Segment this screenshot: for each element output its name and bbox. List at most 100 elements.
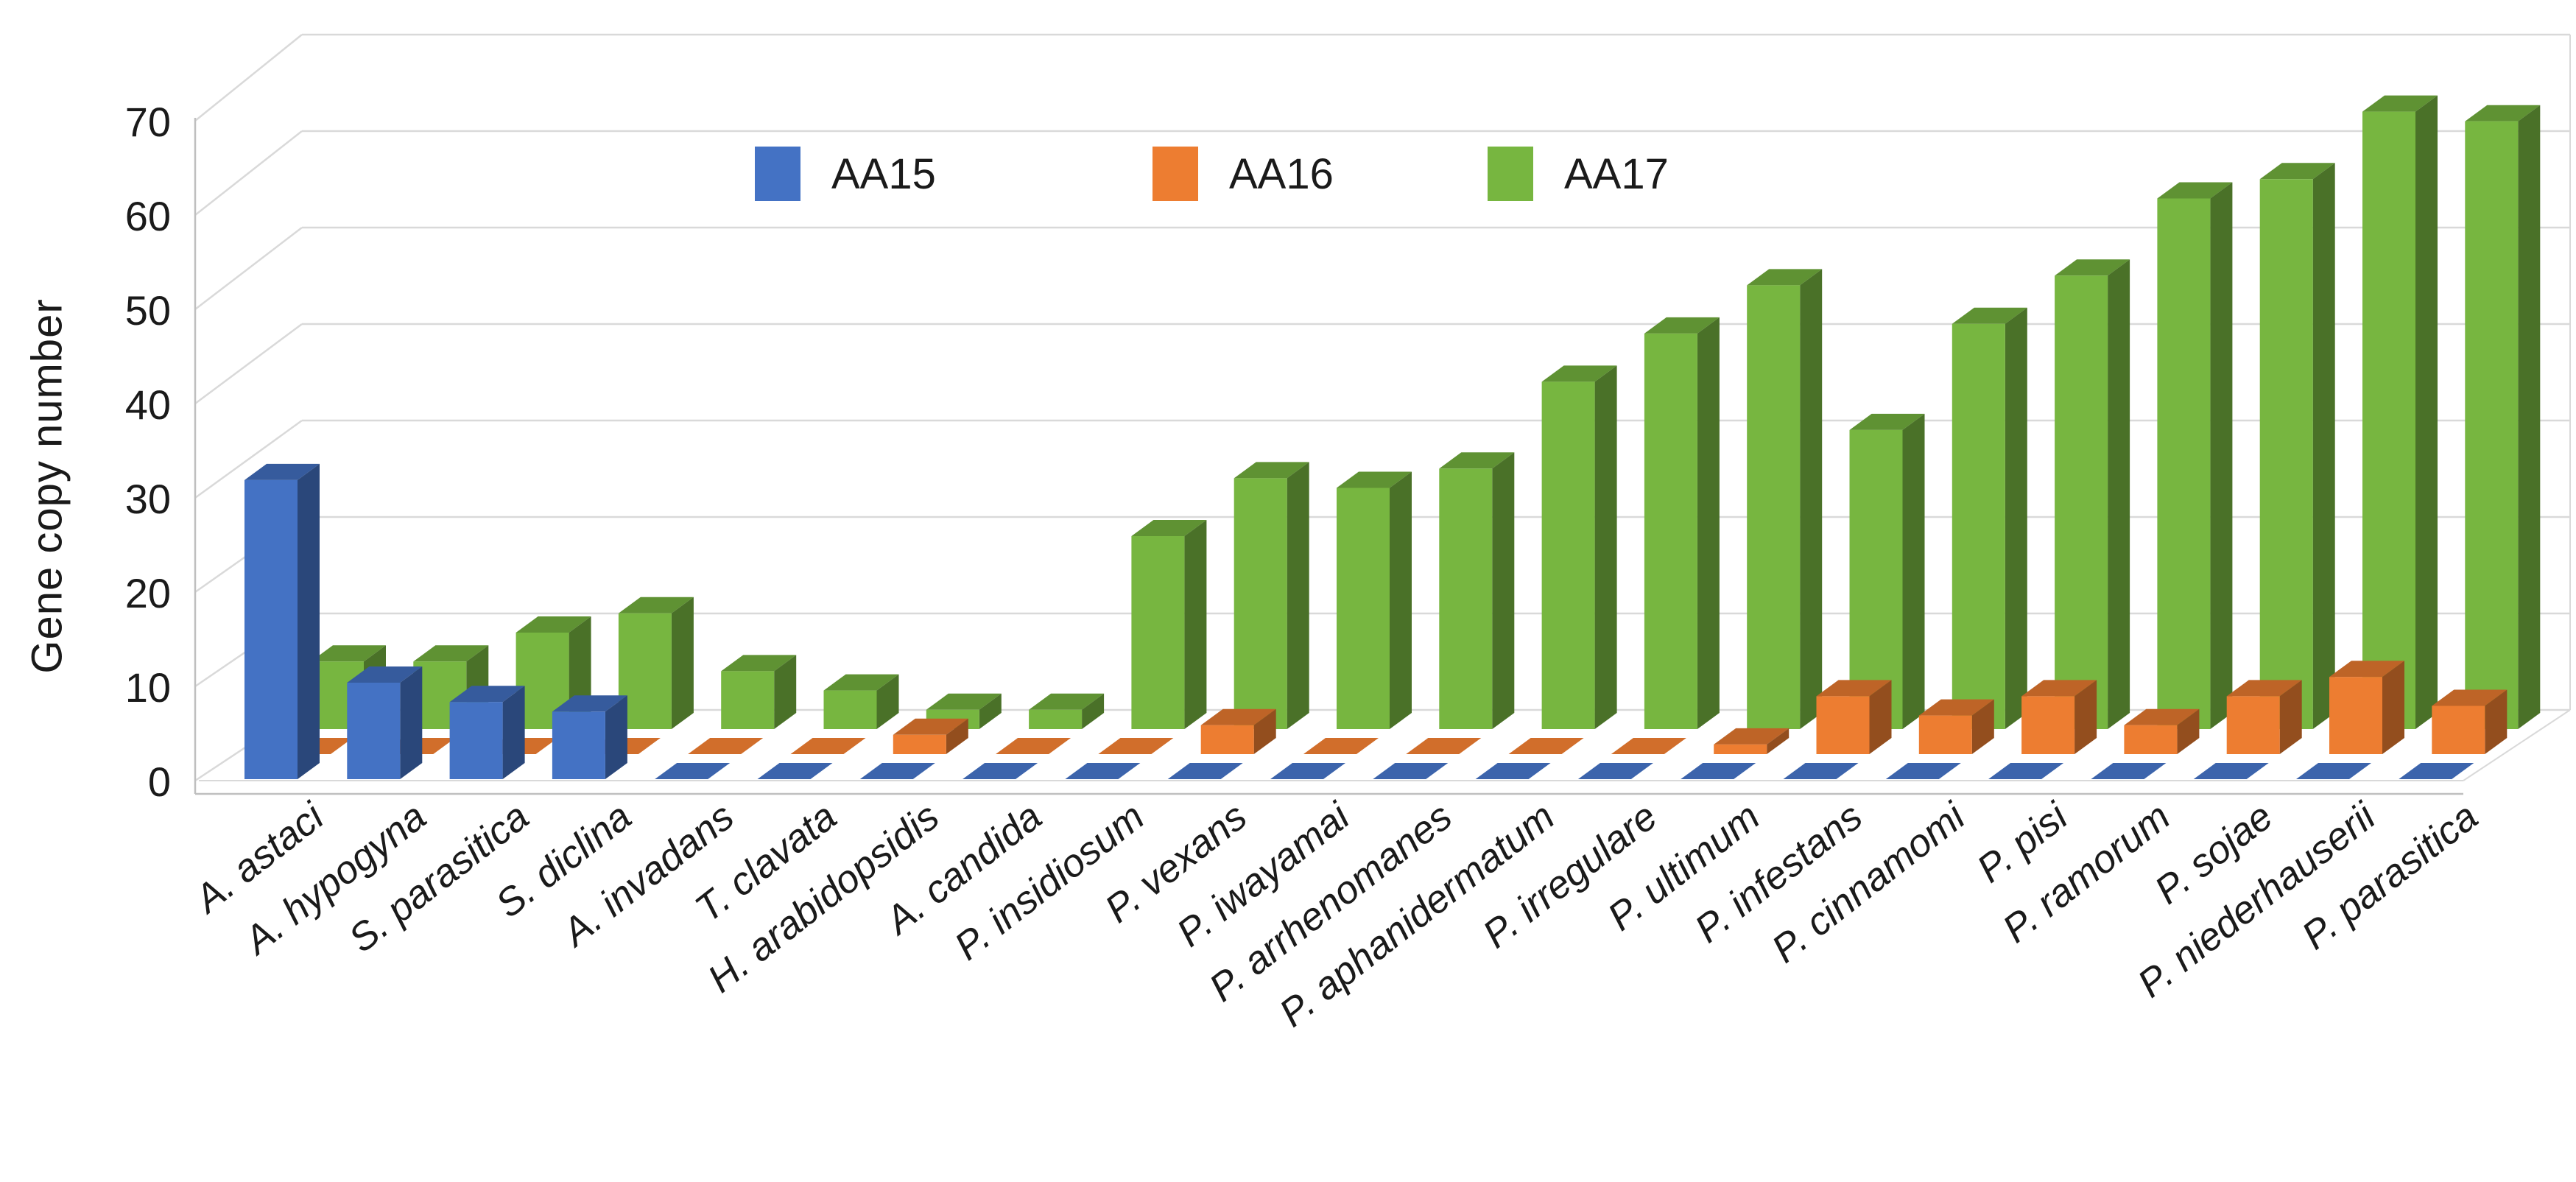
aa17-bar-a-candida-side [1082, 693, 1105, 729]
aa15-bar-p-vexans-zero [1167, 763, 1243, 779]
aa17-bar-a-candida-top [1029, 693, 1105, 710]
y-tick-label-70: 70 [125, 99, 171, 145]
aa17-bar-p-aphanidermatum-side [1594, 365, 1617, 729]
aa17-bar-p-infestans [1849, 429, 1903, 729]
x-axis-label-p-parasitica: P. parasitica [2294, 795, 2486, 958]
aa15-bar-p-iwayamai-zero [1270, 763, 1345, 779]
aa16-bar-p-irregulare-zero [1611, 738, 1686, 754]
aa17-bar-p-ultimum [1747, 285, 1801, 729]
aa17-bar-p-parasitica [2465, 121, 2519, 729]
aa17-bar-p-ultimum-top [1747, 269, 1823, 286]
aa15-bar-a-astaci [244, 479, 298, 779]
aa16-bar-p-insidiosum-zero [1098, 738, 1174, 754]
aa16-bar-p-parasitica-top [2432, 689, 2508, 706]
aa15-bar-p-niederhauserii-zero [2296, 763, 2371, 779]
aa16-bar-p-cinnamomi [1918, 715, 1972, 754]
aa17-bar-p-vexans-top [1234, 462, 1309, 479]
aa16-bar-p-vexans-side [1253, 708, 1276, 754]
y-tick-label-40: 40 [125, 381, 171, 428]
aa16-bar-p-cinnamomi-top [1918, 699, 1994, 716]
aa15-bar-a-hypogyna-top [347, 666, 423, 683]
aa16-bar-p-cinnamomi-side [1971, 699, 1994, 754]
aa15-bar-p-cinnamomi-zero [1885, 763, 1961, 779]
aa16-bar-p-parasitica [2432, 706, 2485, 754]
y-tick-label-50: 50 [125, 287, 171, 334]
legend-item-aa17: AA17 [1488, 144, 1669, 203]
aa17-bar-p-cinnamomi [1952, 323, 2005, 729]
y-tick-label-0: 0 [148, 759, 171, 805]
left-wall-gridline-60 [194, 130, 303, 216]
aa16-bar-p-iwayamai-zero [1303, 738, 1379, 754]
aa16-bar-p-ramorum [2124, 725, 2178, 754]
aa17-bar-p-parasitica-top [2465, 105, 2541, 122]
aa16-bar-a-candida-zero [996, 738, 1071, 754]
aa17-bar-p-pisi [2055, 275, 2108, 729]
aa15-bar-t-clavata-zero [757, 763, 833, 779]
aa16-bar-p-ultimum-side [1767, 728, 1790, 754]
aa15-bar-p-arrhenomanes-zero [1373, 763, 1449, 779]
aa17-bar-p-sojae-top [2259, 163, 2335, 180]
aa17-bar-h-arabidopsidis-top [926, 693, 1002, 710]
aa15-bar-p-sojae-zero [2193, 763, 2269, 779]
floor-right-edge [2463, 709, 2571, 781]
aa17-bar-p-infestans-side [1902, 413, 1925, 729]
aa16-bar-p-ultimum [1714, 744, 1767, 754]
aa16-bar-p-arrhenomanes-zero [1406, 738, 1482, 754]
aa16-bar-p-sojae-top [2226, 680, 2302, 697]
aa16-bar-p-pisi [2021, 696, 2075, 754]
aa17-bar-p-ramorum-top [2157, 182, 2233, 199]
aa16-bar-p-sojae [2226, 696, 2280, 754]
aa17-bar-a-astaci-top [311, 645, 386, 662]
aa17-bar-h-arabidopsidis-side [979, 693, 1002, 729]
aa16-bar-a-invadans-zero [688, 738, 764, 754]
aa16-bar-p-parasitica-side [2485, 689, 2508, 754]
aa17-bar-p-arrhenomanes-side [1492, 452, 1515, 729]
aa17-bar-p-ramorum-side [2210, 182, 2233, 729]
aa17-bar-p-parasitica-side [2518, 105, 2541, 729]
aa17-bar-a-candida [1029, 709, 1083, 729]
aa16-bar-p-niederhauserii-side [2382, 661, 2404, 754]
aa15-bar-p-irregulare-zero [1577, 763, 1653, 779]
y-tick-label-20: 20 [125, 570, 171, 616]
aa15-bar-s-diclina [552, 711, 605, 779]
aa15-bar-s-parasitica [449, 702, 503, 779]
aa16-bar-p-ultimum-top [1714, 728, 1790, 745]
aa15-bar-a-astaci-side [298, 463, 320, 779]
aa17-bar-p-irregulare-top [1644, 317, 1720, 334]
aa17-swatch-icon [1488, 147, 1533, 201]
aa17-bar-p-niederhauserii-top [2362, 95, 2438, 112]
aa17-bar-p-ramorum [2157, 198, 2211, 729]
aa16-swatch-icon [1152, 147, 1198, 201]
y-axis-title: Gene copy number [23, 298, 71, 674]
aa15-bar-s-diclina-side [605, 695, 627, 779]
aa17-bar-p-vexans-side [1287, 462, 1309, 729]
aa17-bar-s-parasitica-top [515, 616, 591, 633]
aa15-bar-s-parasitica-top [449, 686, 525, 703]
legend-item-aa15: AA15 [755, 144, 936, 203]
aa17-bar-p-arrhenomanes [1439, 468, 1493, 729]
legend-item-aa16: AA16 [1152, 144, 1334, 203]
aa17-bar-p-sojae [2259, 179, 2313, 730]
aa17-bar-t-clavata [823, 690, 877, 729]
aa17-bar-p-iwayamai [1337, 488, 1390, 729]
left-wall-gridline-70 [194, 34, 303, 122]
y-tick-label-30: 30 [125, 476, 171, 522]
aa15-bar-p-ramorum-zero [2091, 763, 2167, 779]
aa17-bar-p-insidiosum-side [1184, 520, 1207, 729]
y-tick-label-10: 10 [125, 664, 171, 711]
aa16-bar-p-infestans-side [1869, 680, 1892, 754]
left-wall-gridline-50 [194, 227, 303, 310]
aa17-bar-p-aphanidermatum-top [1541, 365, 1617, 382]
aa15-bar-a-hypogyna [347, 683, 401, 779]
aa17-bar-a-hypogyna-top [413, 645, 489, 662]
aa17-bar-s-diclina-side [671, 597, 694, 729]
aa17-bar-p-iwayamai-side [1390, 471, 1412, 729]
aa15-bar-a-invadans-zero [655, 763, 731, 779]
aa15-bar-a-hypogyna-side [400, 666, 423, 779]
aa17-bar-p-vexans [1234, 478, 1287, 729]
aa17-bar-a-invadans-side [774, 655, 797, 729]
y-tick-label-60: 60 [125, 193, 171, 239]
aa16-bar-p-ramorum-side [2177, 708, 2200, 754]
aa15-swatch-icon [755, 147, 800, 201]
aa15-bar-h-arabidopsidis-zero [859, 763, 935, 779]
